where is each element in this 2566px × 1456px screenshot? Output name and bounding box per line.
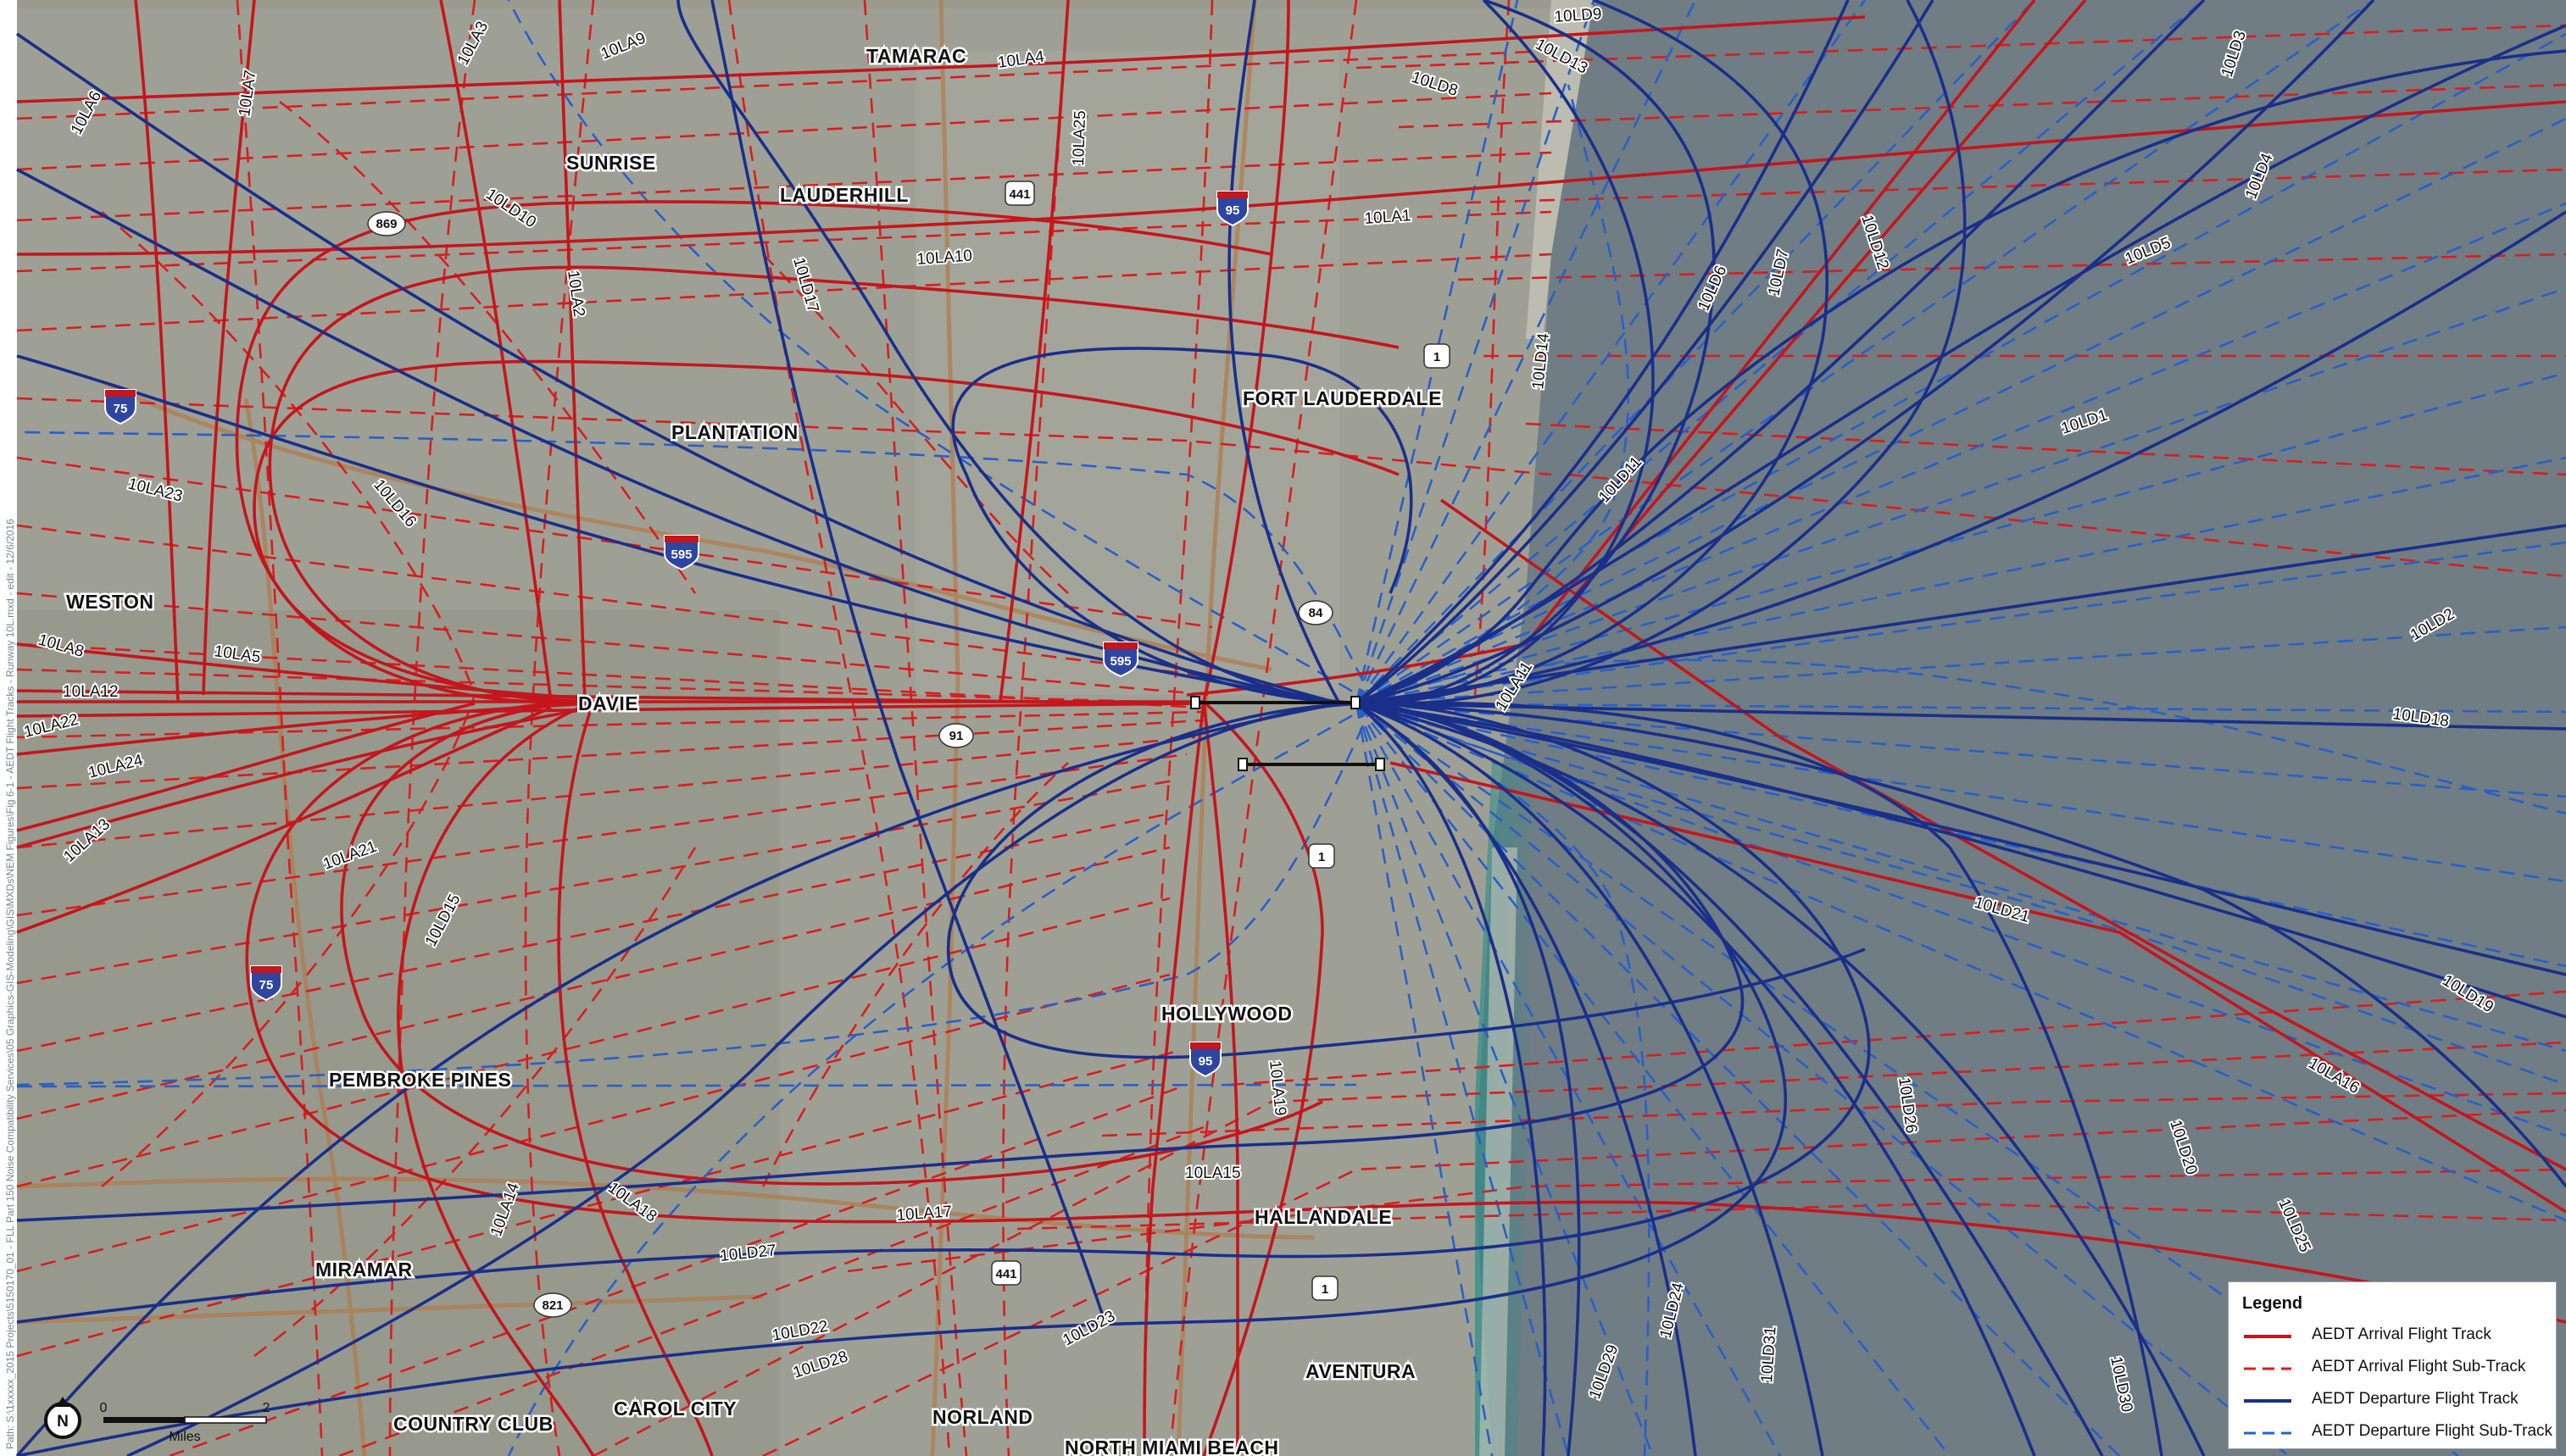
city-label-carol-city: CAROL CITY <box>614 1398 737 1420</box>
svg-text:1: 1 <box>1433 350 1440 364</box>
svg-text:869: 869 <box>376 217 397 231</box>
legend-title: Legend <box>2242 1294 2303 1313</box>
city-label-country-club: COUNTRY CLUB <box>393 1413 554 1435</box>
svg-text:95: 95 <box>1226 203 1240 218</box>
route-1-shield-2: 1 <box>1308 843 1335 869</box>
city-label-hollywood: HOLLYWOOD <box>1161 1003 1292 1025</box>
city-label-sunrise: SUNRISE <box>566 152 656 174</box>
city-label-davie: DAVIE <box>578 692 638 714</box>
track-label-10la25: 10LA25 <box>1070 110 1089 166</box>
svg-text:1: 1 <box>1318 850 1325 864</box>
city-label-hallandale: HALLANDALE <box>1255 1206 1392 1228</box>
svg-text:75: 75 <box>259 978 274 992</box>
departure-tracks <box>15 0 2566 1456</box>
route-441-shield: 441 <box>1005 181 1035 206</box>
legend-item-arrival-sub-track: AEDT Arrival Flight Sub-Track <box>2242 1355 2547 1381</box>
svg-text:75: 75 <box>114 402 128 416</box>
svg-text:441: 441 <box>995 1267 1016 1281</box>
city-label-lauderhill: LAUDERHILL <box>780 184 909 206</box>
legend-item-label: AEDT Departure Flight Track <box>2312 1390 2519 1408</box>
departure-sub-track-swatch <box>2244 1431 2291 1435</box>
route-1-shield-3: 1 <box>1311 1275 1339 1301</box>
svg-text:95: 95 <box>1199 1054 1213 1069</box>
svg-text:1: 1 <box>1322 1282 1328 1297</box>
scale-bar-max: 2 <box>263 1401 270 1415</box>
north-arrow-label: N <box>57 1413 69 1431</box>
track-label-10ld9: 10LD9 <box>1554 5 1602 26</box>
track-label-10ld31: 10LD31 <box>1758 1325 1780 1383</box>
city-label-pembroke-pines: PEMBROKE PINES <box>329 1069 511 1091</box>
runways <box>1190 696 1385 771</box>
legend-item-label: AEDT Arrival Flight Track <box>2312 1325 2491 1343</box>
interstate-shields: 75 595 595 95 95 75 <box>104 191 1249 1078</box>
interstate-595-shield: 595 <box>664 535 699 571</box>
scale-bar: 0 2 Miles <box>100 1401 270 1444</box>
track-label-10la15: 10LA15 <box>1185 1164 1241 1182</box>
route-869-shield: 869 <box>367 211 406 236</box>
document-path-text: Path: S:\1xxxxx_2015 Projects\5150170_01… <box>4 519 16 1449</box>
interstate-75-shield: 75 <box>104 389 136 425</box>
north-arrow: N <box>44 1397 81 1439</box>
city-label-fort-lauderdale: FORT LAUDERDALE <box>1243 387 1442 409</box>
interstate-595-shield-2: 595 <box>1103 642 1138 678</box>
route-441-shield-2: 441 <box>991 1260 1021 1286</box>
city-label-tamarac: TAMARAC <box>866 45 966 67</box>
route-821-shield: 821 <box>533 1292 572 1318</box>
legend-item-departure-track: AEDT Departure Flight Track <box>2242 1387 2547 1413</box>
svg-text:595: 595 <box>671 547 692 562</box>
route-84-shield: 84 <box>1298 600 1333 625</box>
route-shields: 869 441 1 84 91 1 441 821 <box>367 181 1450 1318</box>
highways <box>16 0 1315 1456</box>
city-labels: TAMARAC SUNRISE LAUDERHILL PLANTATION FO… <box>64 43 1444 1456</box>
route-1-shield: 1 <box>1423 343 1450 369</box>
city-label-weston: WESTON <box>66 591 154 613</box>
svg-text:821: 821 <box>542 1298 563 1313</box>
arrival-tracks <box>16 0 2566 1456</box>
city-label-north-miami-beach: NORTH MIAMI BEACH <box>1065 1437 1279 1456</box>
scale-bar-unit: Miles <box>169 1430 200 1444</box>
svg-text:91: 91 <box>949 729 964 743</box>
city-label-norland: NORLAND <box>932 1406 1033 1428</box>
city-label-plantation: PLANTATION <box>671 421 799 443</box>
legend-item-arrival-track: AEDT Arrival Flight Track <box>2242 1323 2547 1348</box>
legend-panel: Legend AEDT Arrival Flight Track AEDT Ar… <box>2228 1281 2557 1449</box>
arrival-track-swatch <box>2244 1335 2291 1338</box>
interstate-95-shield: 95 <box>1216 191 1249 227</box>
city-label-aventura: AVENTURA <box>1305 1360 1416 1382</box>
track-label-10la12: 10LA12 <box>63 683 119 701</box>
scale-bar-zero: 0 <box>100 1401 108 1415</box>
arrival-sub-tracks <box>16 0 2566 1456</box>
city-label-miramar: MIRAMAR <box>315 1259 413 1281</box>
legend-item-label: AEDT Arrival Flight Sub-Track <box>2312 1358 2526 1375</box>
departure-track-swatch <box>2244 1399 2291 1403</box>
interstate-75-shield-2: 75 <box>250 965 282 1002</box>
svg-text:441: 441 <box>1009 187 1030 202</box>
svg-text:84: 84 <box>1309 606 1323 620</box>
track-label-10la1: 10LA1 <box>1364 207 1411 228</box>
interstate-95-shield-2: 95 <box>1189 1042 1222 1078</box>
track-label-10la10: 10LA10 <box>916 247 973 269</box>
route-91-shield: 91 <box>938 723 974 748</box>
legend-item-label: AEDT Departure Flight Sub-Track <box>2312 1422 2553 1440</box>
svg-text:595: 595 <box>1110 654 1131 669</box>
arrival-sub-track-swatch <box>2244 1367 2291 1370</box>
legend-item-departure-sub-track: AEDT Departure Flight Sub-Track <box>2242 1420 2552 1445</box>
